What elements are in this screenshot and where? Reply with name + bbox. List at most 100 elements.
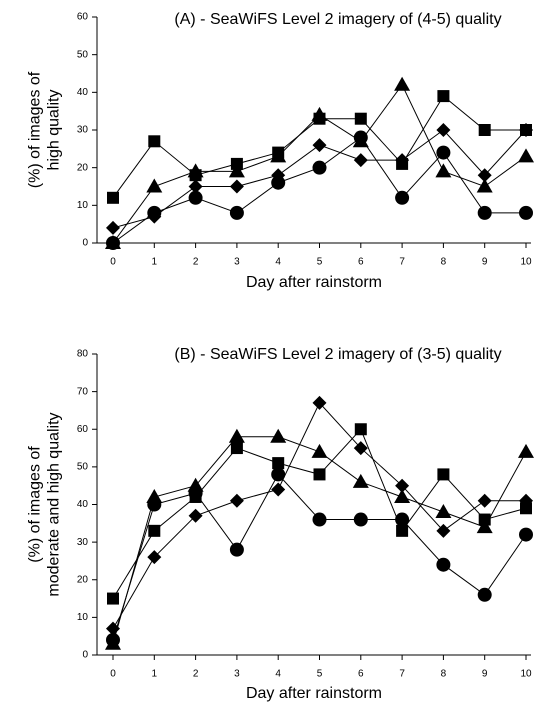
x-tick-label: 4: [275, 669, 281, 680]
y-tick-label: 70: [77, 386, 89, 397]
marker-triangle: [311, 106, 328, 121]
marker-circle: [519, 205, 533, 220]
y-tick-label: 10: [77, 612, 89, 623]
y-axis-label-line: high quality: [46, 90, 63, 171]
marker-triangle: [435, 163, 452, 178]
marker-triangle: [518, 443, 534, 458]
y-tick-label: 30: [77, 125, 89, 136]
marker-triangle: [228, 428, 245, 443]
marker-triangle: [228, 163, 245, 178]
marker-diamond: [436, 123, 451, 137]
marker-triangle: [311, 443, 328, 458]
y-axis-label: (%) of images of high quality: [27, 71, 63, 188]
marker-diamond: [353, 153, 368, 168]
x-tick-label: 2: [193, 669, 199, 680]
x-tick-label: 6: [358, 257, 364, 268]
x-axis-label: Day after rainstorm: [246, 685, 382, 702]
marker-circle: [229, 205, 244, 220]
marker-circle: [477, 205, 492, 220]
marker-diamond: [229, 493, 244, 508]
marker-diamond: [519, 123, 533, 137]
marker-square: [148, 524, 161, 537]
marker-square: [148, 135, 161, 148]
marker-square: [478, 124, 491, 136]
chart-title: (B) - SeaWiFS Level 2 imagery of (3-5) q…: [174, 346, 501, 363]
x-tick-label: 7: [399, 257, 405, 268]
marker-circle: [436, 145, 451, 160]
x-tick-label: 3: [234, 669, 240, 680]
marker-diamond: [106, 220, 120, 235]
marker-square: [354, 112, 367, 125]
marker-square: [437, 468, 450, 481]
marker-circle: [271, 467, 286, 482]
y-tick-label: 40: [77, 499, 89, 510]
marker-circle: [312, 160, 327, 175]
marker-diamond: [477, 168, 492, 183]
marker-diamond: [229, 179, 244, 194]
marker-square: [437, 90, 450, 103]
x-tick-label: 2: [193, 257, 199, 268]
marker-triangle: [435, 504, 452, 519]
marker-circle: [147, 497, 162, 512]
marker-diamond: [477, 493, 492, 508]
marker-diamond: [312, 138, 327, 153]
marker-circle: [436, 557, 451, 572]
marker-circle: [188, 190, 203, 205]
marker-square: [107, 592, 119, 605]
marker-diamond: [395, 153, 410, 168]
y-tick-label: 40: [77, 87, 89, 98]
x-tick-label: 4: [275, 257, 281, 268]
x-tick-label: 6: [358, 669, 364, 680]
marker-triangle: [270, 148, 287, 163]
series-line: [112, 436, 527, 644]
y-tick-label: 60: [77, 12, 89, 23]
marker-circle: [188, 486, 203, 501]
x-tick-label: 0: [110, 257, 116, 268]
x-axis-label: Day after rainstorm: [246, 274, 382, 291]
marker-diamond: [147, 550, 162, 565]
series-line: [112, 136, 526, 244]
marker-circle: [477, 587, 492, 602]
marker-diamond: [188, 508, 203, 523]
marker-square: [313, 468, 326, 481]
marker-triangle: [394, 76, 411, 91]
x-tick-label: 5: [317, 669, 323, 680]
marker-circle: [229, 542, 244, 557]
marker-diamond: [519, 493, 533, 508]
x-tick-label: 1: [152, 257, 158, 268]
marker-diamond: [271, 482, 286, 497]
marker-square: [272, 457, 285, 470]
y-tick-label: 20: [77, 574, 89, 585]
marker-circle: [395, 190, 410, 205]
marker-triangle: [146, 178, 163, 193]
marker-square: [354, 423, 367, 436]
marker-circle: [106, 632, 120, 647]
marker-diamond: [312, 395, 327, 410]
marker-square: [520, 502, 532, 515]
marker-diamond: [436, 523, 451, 538]
x-tick-label: 1: [152, 669, 158, 680]
marker-triangle: [187, 163, 204, 178]
series-line: [112, 473, 527, 641]
marker-circle: [271, 175, 286, 190]
y-tick-label: 50: [77, 462, 89, 473]
marker-triangle: [270, 428, 287, 443]
y-tick-label: 0: [82, 650, 88, 661]
marker-triangle: [476, 519, 493, 534]
marker-circle: [147, 205, 162, 220]
y-axis-label-line: moderate and high quality: [46, 412, 63, 596]
y-axis-label-line: (%) of images of: [27, 71, 44, 188]
y-axis-label-line: (%) of images of: [27, 446, 44, 563]
y-tick-label: 60: [77, 424, 89, 435]
x-tick-label: 10: [520, 257, 532, 268]
marker-diamond: [106, 621, 120, 636]
marker-square: [107, 191, 119, 204]
marker-circle: [106, 236, 120, 250]
marker-square: [230, 442, 243, 455]
x-tick-label: 9: [482, 257, 488, 268]
marker-triangle: [394, 488, 411, 503]
marker-square: [396, 524, 409, 537]
marker-circle: [519, 527, 533, 542]
y-tick-label: 80: [77, 349, 89, 360]
